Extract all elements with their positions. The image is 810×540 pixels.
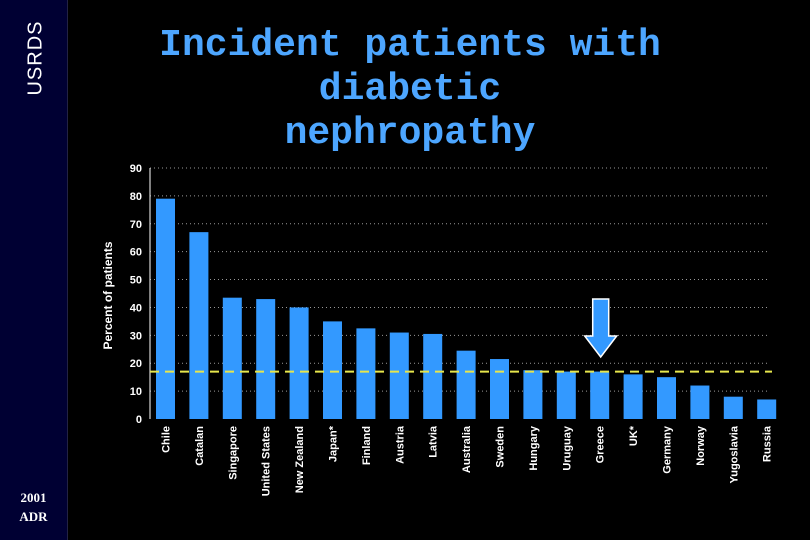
x-tick-label: Chile (161, 426, 173, 453)
bar (423, 333, 443, 419)
bar (323, 321, 342, 419)
bar (523, 370, 543, 419)
bar (590, 371, 610, 419)
bar (389, 332, 409, 419)
bar (289, 307, 309, 419)
x-tick-label: Australia (461, 425, 473, 473)
chart-title-line-2: nephropathy (284, 112, 536, 155)
bar (356, 328, 376, 419)
x-tick-label: Germany (662, 425, 674, 474)
x-tick-label: Yugoslavia (728, 425, 740, 483)
bar (256, 299, 276, 419)
y-tick-label: 80 (130, 191, 142, 203)
x-tick-label: Japan* (328, 425, 340, 462)
bar (222, 297, 242, 419)
bar (490, 359, 509, 419)
y-tick-label: 50 (130, 275, 142, 287)
bar (156, 198, 175, 419)
x-tick-label: Uruguay (561, 425, 573, 471)
x-tick-label: Russia (762, 425, 774, 462)
y-tick-label: 90 (130, 163, 142, 175)
y-tick-label: 10 (130, 386, 142, 398)
x-tick-label: Catalan (194, 426, 206, 466)
x-tick-label: Sweden (495, 426, 507, 468)
x-tick-label: Hungary (528, 425, 540, 471)
report-label: ADR (19, 509, 48, 524)
bar (456, 350, 476, 419)
x-tick-label: Latvia (428, 425, 440, 458)
x-tick-label: United States (261, 426, 273, 496)
highlight-arrow-icon (583, 298, 619, 359)
y-tick-label: 20 (130, 358, 142, 370)
sidebar: USRDS 2001 ADR (0, 0, 68, 540)
y-tick-label: 40 (130, 302, 142, 314)
bar (690, 385, 710, 419)
y-tick-label: 60 (130, 247, 142, 259)
x-tick-label: New Zealand (294, 426, 306, 493)
bar (556, 371, 576, 419)
bar (623, 374, 643, 419)
chart-title-line-1: Incident patients with diabetic (159, 24, 661, 111)
y-tick-label: 30 (130, 330, 142, 342)
y-tick-label: 0 (136, 414, 142, 426)
bar (757, 399, 777, 419)
chart-title: Incident patients with diabetic nephropa… (90, 24, 730, 156)
x-tick-label: Austria (394, 425, 406, 464)
x-tick-label: UK* (628, 425, 640, 446)
bar (723, 396, 743, 419)
bar (189, 232, 209, 419)
x-tick-label: Norway (695, 425, 707, 466)
y-axis-label: Percent of patients (101, 241, 115, 349)
x-tick-label: Greece (595, 426, 607, 463)
report-year: 2001 (20, 490, 47, 505)
x-tick-label: Finland (361, 426, 373, 465)
y-tick-label: 70 (130, 219, 142, 231)
x-tick-label: Singapore (227, 426, 239, 480)
bar (657, 377, 676, 419)
